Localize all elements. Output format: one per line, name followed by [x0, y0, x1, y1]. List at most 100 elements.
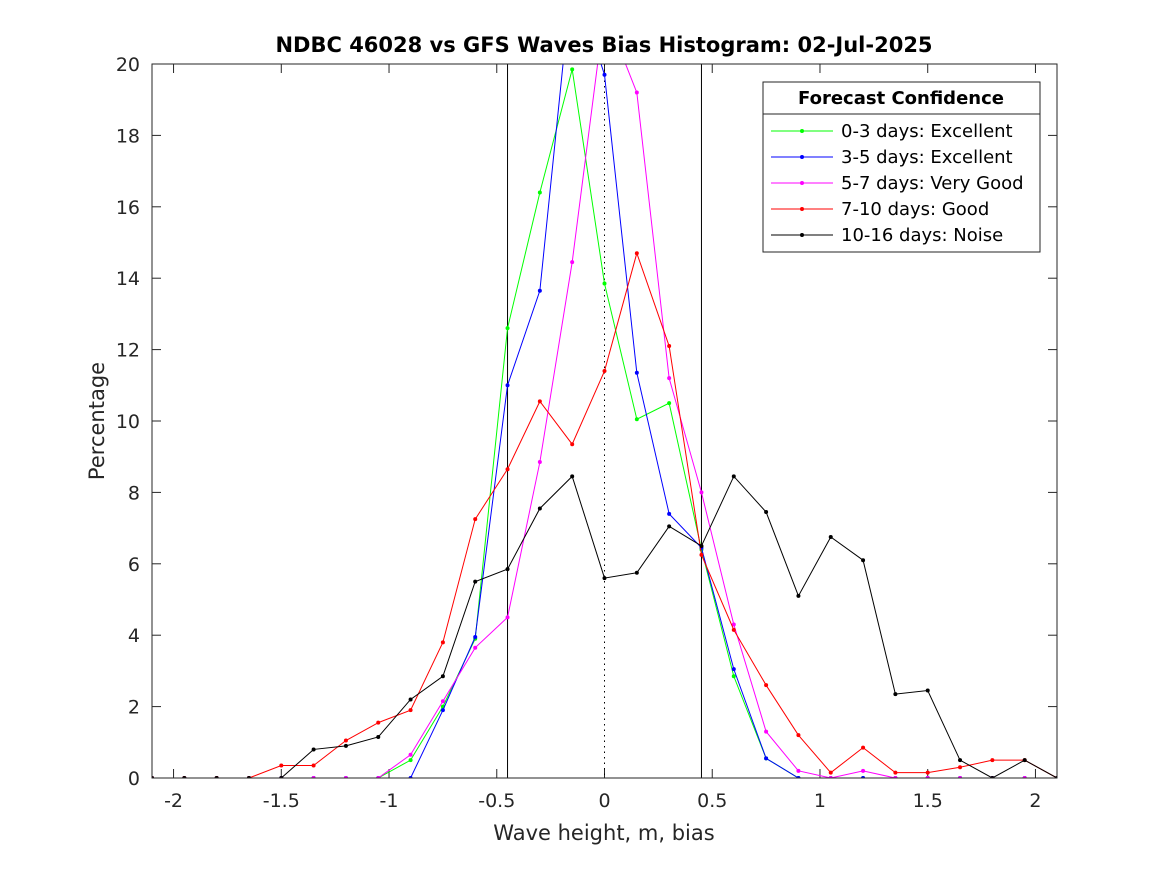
x-axis-label: Wave height, m, bias [493, 821, 714, 845]
data-point [440, 640, 445, 645]
legend-swatch-marker [800, 155, 804, 159]
data-point [634, 90, 639, 95]
data-point [440, 699, 445, 704]
data-point [699, 490, 704, 495]
data-point [731, 474, 736, 479]
data-point [473, 517, 478, 522]
legend-label: 3-5 days: Excellent [841, 147, 1013, 168]
data-point [376, 734, 381, 739]
data-point [634, 251, 639, 256]
legend-label: 0-3 days: Excellent [841, 121, 1013, 142]
data-point [828, 770, 833, 775]
data-point [537, 288, 542, 293]
data-point [311, 747, 316, 752]
data-point [473, 634, 478, 639]
data-point [408, 752, 413, 757]
data-point [990, 758, 995, 763]
data-point [602, 369, 607, 374]
legend-item: 5-7 days: Very Good [771, 173, 1024, 194]
x-tick-label: -1.5 [263, 790, 300, 812]
x-tick-label: 0 [598, 790, 610, 812]
data-point [764, 683, 769, 688]
legend: Forecast Confidence 0-3 days: Excellent 3… [762, 81, 1041, 253]
data-point [602, 72, 607, 77]
data-point [731, 627, 736, 632]
y-tick-label: 6 [128, 554, 140, 576]
data-point [279, 763, 284, 768]
data-point [764, 756, 769, 761]
x-tick-label: -1 [380, 790, 399, 812]
legend-label: 10-16 days: Noise [841, 225, 1003, 246]
chart-title: NDBC 46028 vs GFS Waves Bias Histogram: … [275, 33, 932, 57]
data-point [667, 376, 672, 381]
data-point [634, 570, 639, 575]
data-point [667, 401, 672, 406]
data-point [634, 417, 639, 422]
data-point [925, 770, 930, 775]
data-point [667, 344, 672, 349]
y-tick-label: 16 [116, 197, 140, 219]
reference-lines [507, 64, 702, 778]
data-point [537, 399, 542, 404]
data-point [505, 326, 510, 331]
data-point [505, 567, 510, 572]
data-point [343, 743, 348, 748]
x-tick-label: -2 [164, 790, 183, 812]
data-point [925, 688, 930, 693]
data-point [796, 593, 801, 598]
data-point [764, 729, 769, 734]
legend-swatch-marker [800, 207, 804, 211]
x-tick-label: 1.5 [913, 790, 943, 812]
legend-title: Forecast Confidence [798, 88, 1004, 109]
y-axis-ticks: 0 2 4 6 8 10 12 14 16 18 20 [116, 54, 1057, 790]
data-point [667, 524, 672, 529]
y-tick-label: 4 [128, 625, 140, 647]
legend-item: 10-16 days: Noise [771, 225, 1003, 246]
y-tick-label: 12 [116, 340, 140, 362]
x-axis-ticks: -2 -1.5 -1 -0.5 0 0.5 1 1.5 2 [164, 64, 1041, 812]
x-tick-label: 2 [1029, 790, 1041, 812]
data-point [699, 543, 704, 548]
data-point [505, 383, 510, 388]
y-tick-label: 20 [116, 54, 140, 76]
y-axis-label: Percentage [85, 362, 109, 480]
data-point [731, 622, 736, 627]
data-point [602, 576, 607, 581]
legend-label: 7-10 days: Good [841, 199, 989, 220]
data-point [505, 467, 510, 472]
legend-items: 0-3 days: Excellent 3-5 days: Excellent 5-… [771, 121, 1024, 246]
data-point [861, 745, 866, 750]
data-point [537, 460, 542, 465]
legend-label: 5-7 days: Very Good [841, 173, 1024, 194]
legend-item: 3-5 days: Excellent [771, 147, 1013, 168]
data-point [764, 510, 769, 515]
data-point [505, 615, 510, 620]
y-tick-label: 8 [128, 482, 140, 504]
data-point [861, 768, 866, 773]
data-point [408, 708, 413, 713]
data-point [667, 511, 672, 516]
data-point [893, 692, 898, 697]
data-point [537, 190, 542, 195]
data-point [893, 770, 898, 775]
data-point [376, 720, 381, 725]
series-5 [152, 474, 1057, 778]
legend-swatch-marker [800, 233, 804, 237]
data-point [440, 674, 445, 679]
data-point [958, 758, 963, 763]
data-point [473, 645, 478, 650]
x-tick-label: 0.5 [697, 790, 727, 812]
data-point [570, 474, 575, 479]
data-point [570, 67, 575, 72]
data-point [796, 768, 801, 773]
legend-swatch-marker [800, 181, 804, 185]
x-tick-label: -0.5 [478, 790, 515, 812]
data-point [796, 733, 801, 738]
data-point [473, 579, 478, 584]
data-point [1022, 758, 1027, 763]
data-point [343, 738, 348, 743]
data-point [861, 558, 866, 563]
x-tick-label: 1 [814, 790, 826, 812]
data-point [958, 765, 963, 770]
